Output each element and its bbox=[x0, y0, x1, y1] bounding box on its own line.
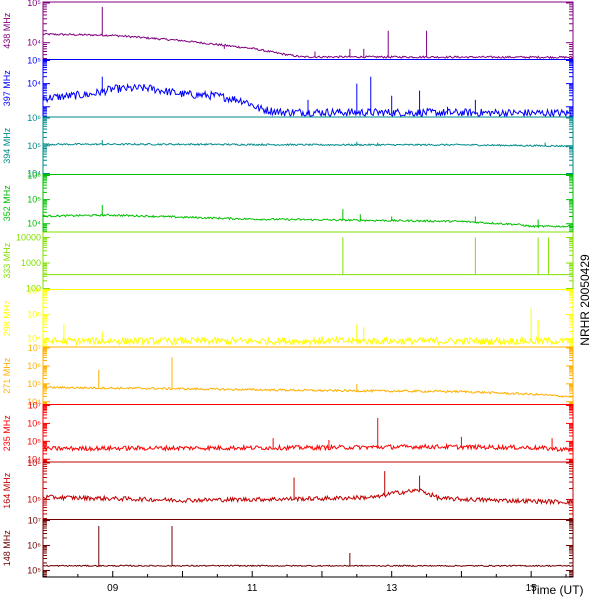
y-tick-label: 10⁴ bbox=[27, 454, 41, 464]
series-label-235-mhz: 235 MHz bbox=[2, 415, 12, 452]
panel-frame-333-mhz bbox=[42, 231, 574, 290]
series-trace-352-mhz bbox=[42, 213, 574, 229]
series-trace-394-mhz bbox=[42, 142, 574, 149]
y-tick-label: 10⁴ bbox=[27, 334, 41, 344]
y-tick-label: 10⁵ bbox=[27, 141, 41, 151]
y-tick-label: 10⁵ bbox=[27, 379, 41, 389]
y-tick-label: 10⁴ bbox=[27, 38, 41, 48]
series-trace-298-mhz bbox=[42, 335, 574, 347]
x-tick-label: 13 bbox=[386, 583, 398, 594]
series-trace-438-mhz bbox=[42, 32, 574, 60]
y-tick-label: 1000 bbox=[21, 258, 41, 268]
y-tick-label: 10⁶ bbox=[27, 286, 41, 296]
y-tick-label: 10⁷ bbox=[28, 401, 41, 411]
y-tick-label: 10⁵ bbox=[27, 56, 41, 66]
series-trace-235-mhz bbox=[42, 442, 574, 453]
series-trace-397-mhz bbox=[42, 82, 573, 118]
y-tick-label: 10⁶ bbox=[27, 171, 41, 181]
series-trace-164-mhz bbox=[42, 488, 574, 506]
series-trace-148-mhz bbox=[42, 564, 574, 568]
y-tick-label: 10⁴ bbox=[27, 219, 41, 229]
series-label-148-mhz: 148 MHz bbox=[2, 530, 12, 567]
y-tick-label: 10⁵ bbox=[27, 0, 41, 8]
y-tick-label: 10⁵ bbox=[27, 195, 41, 205]
series-label-438-mhz: 438 MHz bbox=[2, 12, 12, 49]
x-tick-label: 11 bbox=[247, 583, 258, 594]
panel-frame-438-mhz bbox=[42, 1, 574, 60]
y-tick-label: 10⁶ bbox=[27, 113, 41, 123]
y-tick-label: 10⁷ bbox=[28, 343, 41, 353]
y-tick-label: 10⁶ bbox=[27, 418, 41, 428]
panel-frame-235-mhz bbox=[42, 404, 574, 463]
y-tick-label: 10⁵ bbox=[27, 436, 41, 446]
y-tick-label: 10⁶ bbox=[27, 540, 41, 550]
y-tick-label: 10⁷ bbox=[28, 516, 41, 526]
observation-stamp: NRHR 20050429 bbox=[578, 254, 592, 346]
y-tick-label: 10⁵ bbox=[27, 494, 41, 504]
x-tick-label: 15 bbox=[526, 583, 538, 594]
y-tick-label: 10⁴ bbox=[27, 169, 41, 179]
series-label-333-mhz: 333 MHz bbox=[2, 242, 12, 279]
y-tick-label: 10⁵ bbox=[27, 310, 41, 320]
y-tick-label: 10⁶ bbox=[27, 361, 41, 371]
panel-frame-164-mhz bbox=[42, 461, 574, 520]
series-label-397-mhz: 397 MHz bbox=[2, 70, 12, 107]
series-label-394-mhz: 394 MHz bbox=[2, 127, 12, 164]
y-tick-label: 10⁴ bbox=[27, 397, 41, 407]
y-tick-label: 10⁴ bbox=[27, 79, 41, 89]
y-tick-label: 100 bbox=[26, 284, 41, 294]
series-label-271-mhz: 271 MHz bbox=[2, 357, 12, 394]
series-label-298-mhz: 298 MHz bbox=[2, 300, 12, 337]
panel-frame-148-mhz bbox=[42, 519, 574, 578]
x-tick-label: 09 bbox=[107, 583, 119, 594]
panel-frame-271-mhz bbox=[42, 346, 574, 405]
y-tick-label: 10⁶ bbox=[27, 458, 41, 468]
y-tick-label: 10⁵ bbox=[27, 565, 41, 575]
x-axis-title: Time (UT) bbox=[530, 583, 584, 597]
series-label-352-mhz: 352 MHz bbox=[2, 185, 12, 222]
y-tick-label: 10000 bbox=[16, 232, 41, 242]
series-label-164-mhz: 164 MHz bbox=[2, 472, 12, 509]
series-trace-271-mhz bbox=[42, 385, 574, 399]
